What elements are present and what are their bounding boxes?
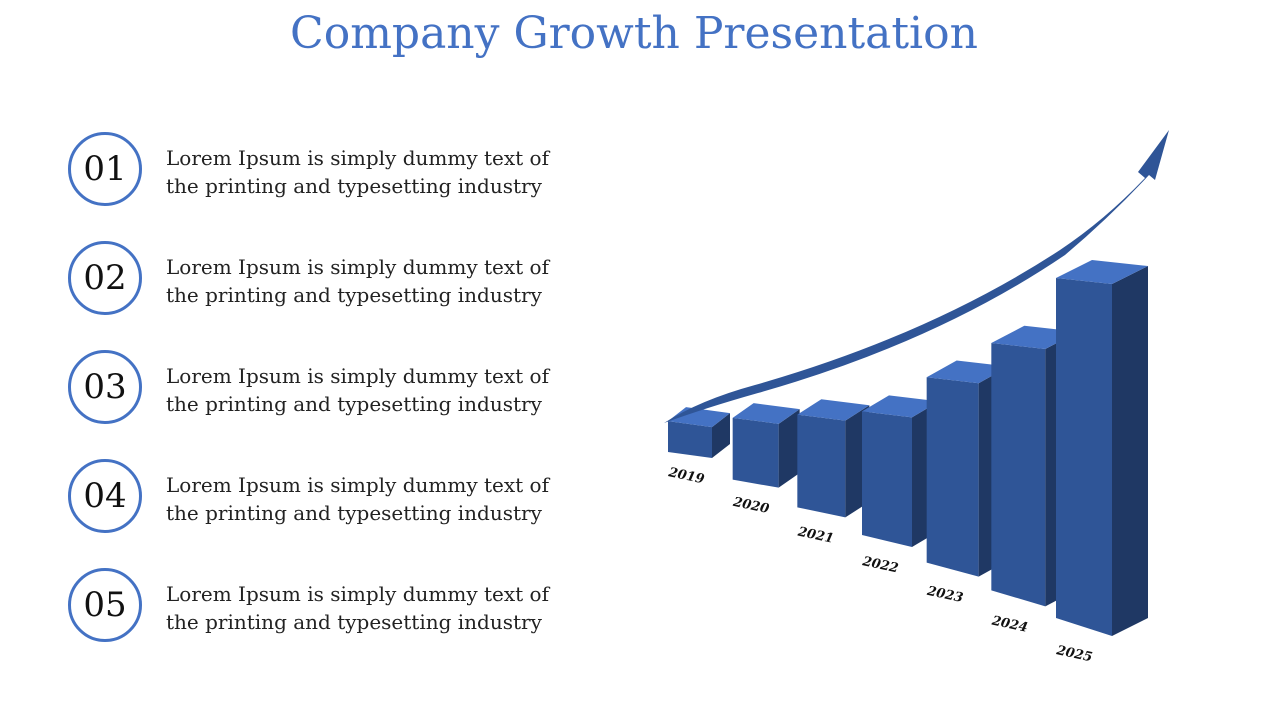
item-number: 04: [83, 476, 127, 516]
item-line2: the printing and typesetting industry: [166, 501, 542, 525]
item-text: Lorem Ipsum is simply dummy text of the p…: [166, 580, 586, 636]
item-text: Lorem Ipsum is simply dummy text of the p…: [166, 144, 586, 200]
number-circle: 02: [68, 241, 142, 315]
number-circle: 04: [68, 459, 142, 533]
year-label-2020: 2020: [731, 495, 770, 517]
bar-top-2025: [1056, 260, 1148, 284]
year-label-2022: 2022: [860, 554, 899, 576]
bar-side-2025: [1112, 266, 1148, 636]
item-line2: the printing and typesetting industry: [166, 174, 542, 198]
bar-front-2024: [991, 343, 1046, 607]
bar-front-2021: [797, 414, 846, 518]
item-number: 03: [83, 367, 127, 407]
year-label-2025: 2025: [1054, 643, 1093, 665]
bar-group: [668, 260, 1148, 636]
item-number: 01: [83, 149, 127, 189]
item-text: Lorem Ipsum is simply dummy text of the p…: [166, 471, 586, 527]
year-label-2019: 2019: [666, 465, 705, 487]
item-line2: the printing and typesetting industry: [166, 610, 542, 634]
bar-side-2020: [778, 409, 800, 488]
item-line1: Lorem Ipsum is simply dummy text of: [166, 473, 549, 497]
year-label-2023: 2023: [925, 584, 964, 606]
item-line1: Lorem Ipsum is simply dummy text of: [166, 146, 549, 170]
bar-front-2023: [926, 377, 979, 577]
bar-top-2023: [926, 360, 1009, 384]
bar-front-2022: [862, 411, 912, 547]
bar-front-2020: [732, 417, 779, 488]
year-label-2024: 2024: [990, 613, 1029, 635]
number-circle: 03: [68, 350, 142, 424]
page-title: Company Growth Presentation: [290, 8, 978, 59]
number-circle: 01: [68, 132, 142, 206]
bar-top-2021: [797, 399, 870, 421]
number-circle: 05: [68, 568, 142, 642]
item-line2: the printing and typesetting industry: [166, 283, 542, 307]
list-item: 04 Lorem Ipsum is simply dummy text of th…: [68, 459, 588, 539]
item-line1: Lorem Ipsum is simply dummy text of: [166, 255, 549, 279]
item-number: 05: [83, 585, 127, 625]
list-item: 05 Lorem Ipsum is simply dummy text of th…: [68, 568, 588, 648]
list-item: 03 Lorem Ipsum is simply dummy text of th…: [68, 350, 588, 430]
bar-front-2025: [1056, 278, 1112, 636]
bar-top-2020: [732, 403, 800, 424]
item-line1: Lorem Ipsum is simply dummy text of: [166, 582, 549, 606]
list-item: 02 Lorem Ipsum is simply dummy text of th…: [68, 241, 588, 321]
item-line1: Lorem Ipsum is simply dummy text of: [166, 364, 549, 388]
list-item: 01 Lorem Ipsum is simply dummy text of th…: [68, 132, 588, 212]
item-text: Lorem Ipsum is simply dummy text of the p…: [166, 362, 586, 418]
item-text: Lorem Ipsum is simply dummy text of the p…: [166, 253, 586, 309]
year-label-2021: 2021: [796, 524, 835, 546]
bar-side-2019: [712, 413, 730, 458]
item-number: 02: [83, 258, 127, 298]
bar-top-2022: [862, 395, 939, 418]
item-line2: the printing and typesetting industry: [166, 392, 542, 416]
bar-front-2019: [668, 421, 712, 458]
